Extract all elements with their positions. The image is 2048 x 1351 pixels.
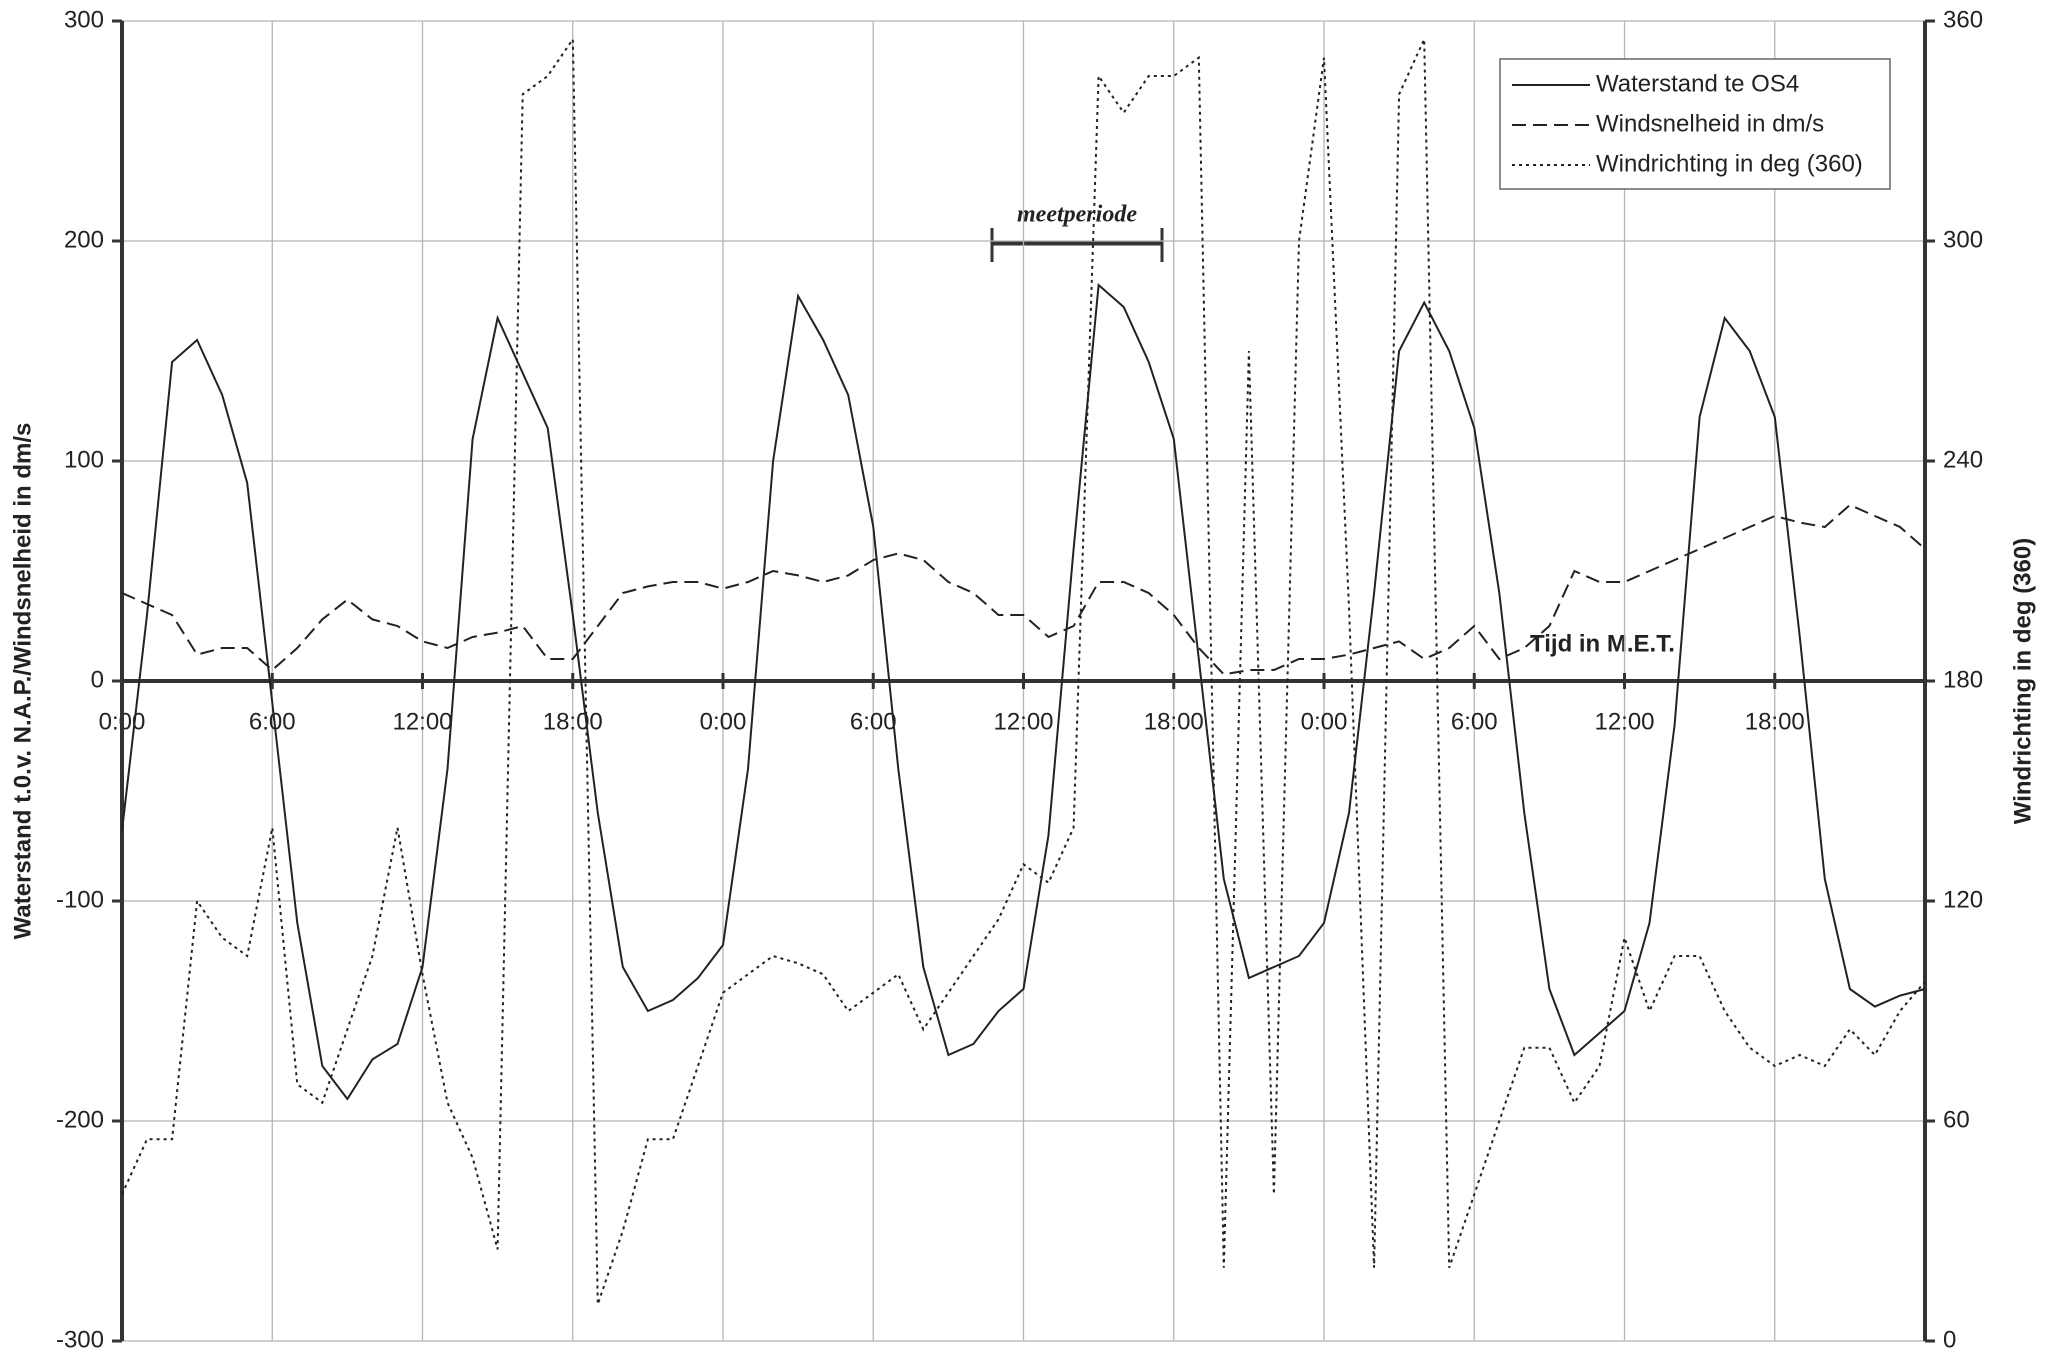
- y2-tick-label: 120: [1943, 886, 1983, 913]
- y-tick-label: 300: [64, 6, 104, 33]
- x-tick-label: 18:00: [1745, 708, 1805, 735]
- x-tick-label: 18:00: [543, 708, 603, 735]
- y2-tick-label: 300: [1943, 226, 1983, 253]
- y-tick-label: 0: [91, 666, 104, 693]
- y2-axis-title: Windrichting in deg (360): [2009, 538, 2036, 824]
- y-tick-label: -300: [56, 1326, 104, 1351]
- meetperiode-bracket: meetperiode: [990, 202, 1164, 262]
- x-tick-label: 6:00: [1451, 708, 1498, 735]
- x-tick-label: 0:00: [700, 708, 747, 735]
- y-tick-label: 100: [64, 446, 104, 473]
- x-axis-title: Tijd in M.E.T.: [1530, 630, 1675, 657]
- series-line: [121, 282, 1926, 1101]
- x-tick-label: 6:00: [249, 708, 296, 735]
- legend: Waterstand te OS4 Windsnelheid in dm/s Win…: [1499, 58, 1891, 190]
- series-line: [121, 503, 1926, 676]
- legend-label: Windrichting in deg (360): [1596, 150, 1863, 177]
- x-tick-label: 12:00: [392, 708, 452, 735]
- y2-tick-label: 240: [1943, 446, 1983, 473]
- y-tick-label: 200: [64, 226, 104, 253]
- y-axis-title: Waterstand t.0.v. N.A.P./Windsnelheid in…: [9, 423, 36, 940]
- annotation: meetperiode: [1017, 202, 1137, 228]
- x-tick-label: 12:00: [1594, 708, 1654, 735]
- x-tick-label: 12:00: [993, 708, 1053, 735]
- y2-tick-label: 180: [1943, 666, 1983, 693]
- legend-label: Windsnelheid in dm/s: [1596, 110, 1824, 137]
- x-tick-label: 18:00: [1144, 708, 1204, 735]
- y-tick-label: -100: [56, 886, 104, 913]
- y2-tick-label: 60: [1943, 1106, 1970, 1133]
- x-tick-label: 6:00: [850, 708, 897, 735]
- x-tick-label: 0:00: [1301, 708, 1348, 735]
- y-tick-label: -200: [56, 1106, 104, 1133]
- series-line: [121, 36, 1926, 1305]
- legend-label: Waterstand te OS4: [1596, 70, 1799, 97]
- y2-tick-label: 360: [1943, 6, 1983, 33]
- y2-tick-label: 0: [1943, 1326, 1956, 1351]
